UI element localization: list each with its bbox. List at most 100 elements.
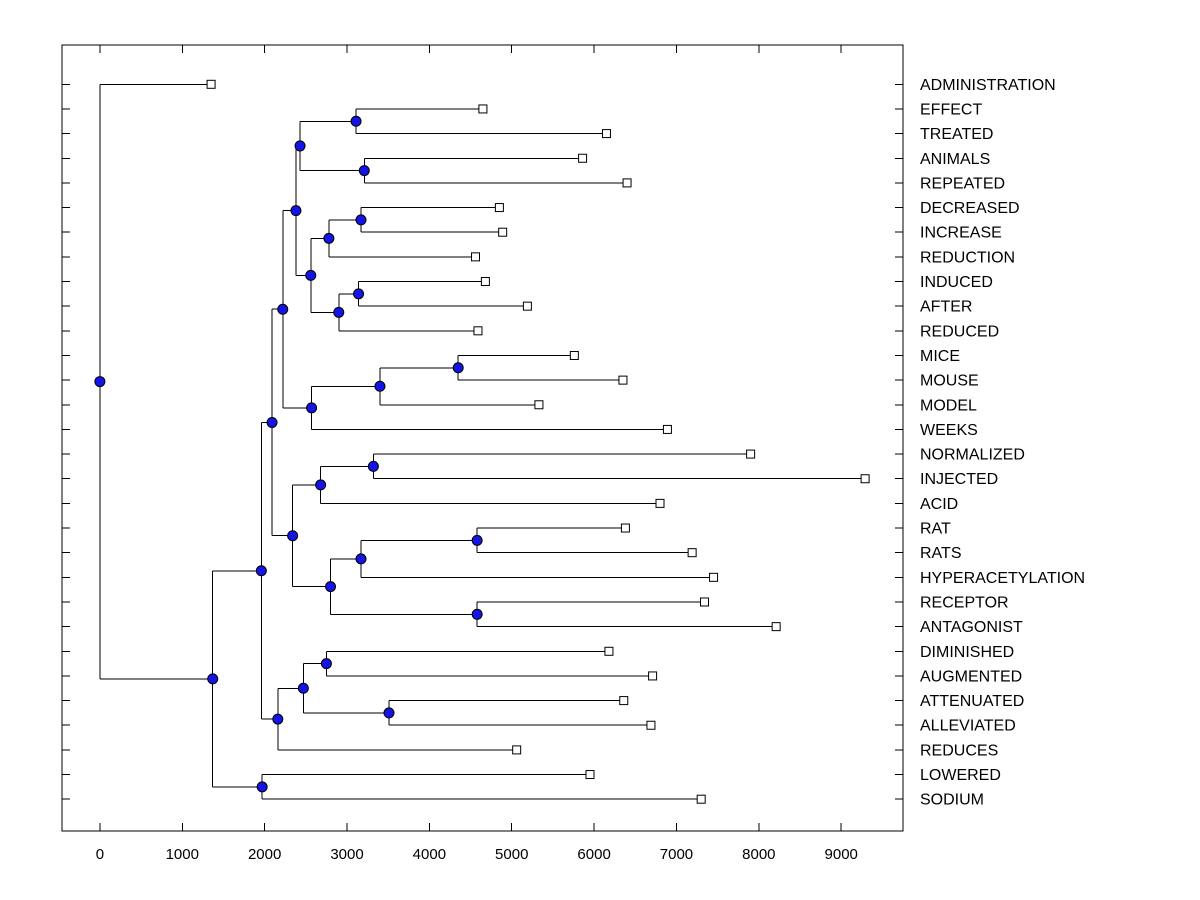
leaf-label: DECREASED [920, 200, 1020, 217]
axes-box [61, 44, 904, 832]
leaf-marker [687, 548, 697, 558]
x-axis-tick-label: 1000 [166, 846, 199, 863]
leaf-label: RECEPTOR [920, 594, 1009, 611]
leaf-label: LOWERED [920, 767, 1001, 784]
cluster-node-marker [367, 460, 379, 472]
leaf-marker [585, 770, 595, 780]
leaf-marker [709, 572, 719, 582]
leaf-label: AUGMENTED [920, 668, 1022, 685]
leaf-label: ACID [920, 496, 958, 513]
leaf-label: ADMINISTRATION [920, 77, 1056, 94]
cluster-node-marker [266, 416, 278, 428]
cluster-node-marker [306, 402, 318, 414]
x-axis-tick-label: 8000 [742, 846, 775, 863]
leaf-label: SODIUM [920, 792, 984, 809]
leaf-marker [618, 375, 628, 385]
cluster-node-marker [374, 380, 386, 392]
plot-border [61, 44, 904, 832]
leaf-marker [498, 227, 508, 237]
leaf-marker [771, 622, 781, 632]
cluster-node-marker [94, 376, 106, 388]
leaf-marker [206, 79, 216, 89]
cluster-node-marker [350, 115, 362, 127]
leaf-label: INDUCED [920, 274, 993, 291]
leaf-marker [646, 720, 656, 730]
leaf-label: DIMINISHED [920, 644, 1014, 661]
leaf-label: WEEKS [920, 422, 978, 439]
cluster-node-marker [290, 205, 302, 217]
leaf-marker [480, 277, 490, 287]
leaf-label: NORMALIZED [920, 447, 1025, 464]
leaf-label: INCREASE [920, 225, 1002, 242]
text-layer: 0 1000 2000 3000 4000 5000 6000 7000 8000 9000 ADM… [96, 77, 1085, 863]
cluster-node-marker [383, 707, 395, 719]
leaf-label: RAT [920, 521, 951, 538]
cluster-node-marker [452, 362, 464, 374]
leaf-marker [696, 794, 706, 804]
leaf-marker [622, 178, 632, 188]
x-axis-tick-label: 3000 [330, 846, 363, 863]
leaf-label: ATTENUATED [920, 693, 1024, 710]
leaf-marker [601, 129, 611, 139]
leaf-marker [648, 671, 658, 681]
leaf-marker [478, 104, 488, 114]
cluster-node-marker [355, 553, 367, 565]
cluster-node-marker [323, 232, 335, 244]
x-axis-tick-label: 9000 [825, 846, 858, 863]
cluster-node-marker [255, 565, 267, 577]
cluster-node-marker [294, 140, 306, 152]
leaf-label: INJECTED [920, 471, 998, 488]
leaf-label: REDUCTION [920, 249, 1015, 266]
leaf-label: MODEL [920, 397, 977, 414]
leaf-label: RATS [920, 545, 961, 562]
leaf-label: MOUSE [920, 373, 979, 390]
x-axis-tick-label: 5000 [495, 846, 528, 863]
leaf-marker [662, 424, 672, 434]
leaf-marker [473, 326, 483, 336]
leaf-marker [522, 301, 532, 311]
leaf-marker [569, 350, 579, 360]
leaf-marker [620, 523, 630, 533]
leaf-label: REDUCED [920, 323, 999, 340]
leaf-label: AFTER [920, 299, 972, 316]
x-axis-tick-label: 0 [96, 846, 104, 863]
cluster-node-marker [358, 165, 370, 177]
cluster-node-marker [297, 682, 309, 694]
cluster-node-marker [287, 530, 299, 542]
leaf-label: REPEATED [920, 175, 1005, 192]
leaf-marker [494, 203, 504, 213]
leaf-label: TREATED [920, 126, 993, 143]
cluster-node-marker [471, 608, 483, 620]
leaf-marker [699, 597, 709, 607]
leaf-label: ANTAGONIST [920, 619, 1023, 636]
leaf-label: ANIMALS [920, 151, 990, 168]
cluster-node-marker [320, 658, 332, 670]
cluster-node-marker [256, 781, 268, 793]
cluster-node-marker [315, 479, 327, 491]
leaf-label: MICE [920, 348, 960, 365]
leaf-label: HYPERACETYLATION [920, 570, 1085, 587]
cluster-node-marker [277, 303, 289, 315]
leaf-marker [534, 400, 544, 410]
cluster-node-marker [207, 673, 219, 685]
leaf-marker [604, 646, 614, 656]
dendrogram-links [99, 83, 866, 800]
x-axis-tick-label: 6000 [577, 846, 610, 863]
x-axis-tick-label: 2000 [248, 846, 281, 863]
markers [94, 79, 870, 804]
leaf-label: REDUCES [920, 742, 998, 759]
x-axis-tick-label: 7000 [660, 846, 693, 863]
leaf-marker [746, 449, 756, 459]
leaf-label: ALLEVIATED [920, 718, 1016, 735]
cluster-node-marker [305, 269, 317, 281]
leaf-marker [619, 696, 629, 706]
cluster-node-marker [272, 713, 284, 725]
cluster-node-marker [471, 534, 483, 546]
cluster-node-marker [325, 581, 337, 593]
cluster-node-marker [353, 288, 365, 300]
cluster-node-marker [355, 214, 367, 226]
leaf-label: EFFECT [920, 101, 982, 118]
leaf-marker [470, 252, 480, 262]
